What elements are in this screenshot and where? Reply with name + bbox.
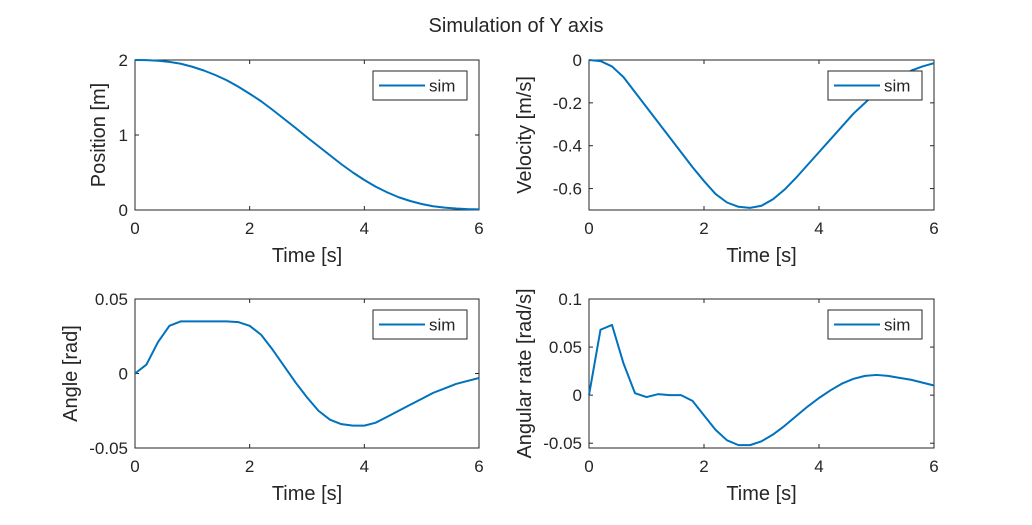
subplot-2: 0 2 4 6 0 -0.2 -0.4 -0.6 Time [s] Velocity [m/s] s… [514,51,939,267]
y-tick-label: 0.05 [549,338,582,357]
legend: sim [827,70,923,101]
x-tick-label: 2 [699,457,708,476]
y-tick-label: -0.05 [543,434,582,453]
y-tick-label: 0.05 [95,290,128,309]
x-tick-label: 4 [814,219,823,238]
y-axis-label: Velocity [m/s] [514,76,536,194]
x-tick-label: 4 [814,457,823,476]
figure-title: Simulation of Y axis [429,15,604,37]
y-tick-label: -0.05 [89,439,128,458]
legend-label: sim [884,316,910,335]
x-axis-label: Time [s] [272,245,342,267]
y-tick-label: 1 [119,126,128,145]
x-tick-label: 0 [584,457,593,476]
x-tick-label: 2 [699,219,708,238]
y-tick-label: -0.4 [553,137,582,156]
x-tick-label: 6 [929,219,938,238]
y-tick-label: 0 [573,386,582,405]
x-tick-label: 2 [245,219,254,238]
x-tick-label: 0 [584,219,593,238]
series-line-sim [588,323,935,447]
y-axis-label: Angular rate [rad/s] [514,288,536,458]
x-tick-label: 6 [474,219,483,238]
y-tick-label: 2 [119,51,128,70]
y-tick-label: 0 [573,51,582,70]
x-tick-label: 6 [929,457,938,476]
x-tick-label: 4 [360,219,369,238]
subplot-1: 0 2 4 6 0 1 2 Time [s] Position [m] sim [88,51,484,267]
legend-label: sim [429,316,455,335]
x-tick-label: 4 [360,457,369,476]
legend: sim [827,309,923,340]
legend-label: sim [429,77,455,96]
y-tick-label: 0.1 [558,290,582,309]
legend-label: sim [884,77,910,96]
legend: sim [372,309,468,340]
x-axis-label: Time [s] [726,245,796,267]
y-tick-label: -0.6 [553,180,582,199]
subplot-grid: 0 2 4 6 0 1 2 Time [s] Position [m] sim 0 2 4 6 0 -0.2 -… [60,51,939,505]
y-tick-label: -0.2 [553,94,582,113]
x-tick-label: 2 [245,457,254,476]
x-axis-label: Time [s] [726,483,796,505]
y-tick-label: 0 [119,365,128,384]
x-tick-label: 6 [474,457,483,476]
x-tick-label: 0 [130,219,139,238]
y-axis-label: Position [m] [88,83,110,187]
x-axis-label: Time [s] [272,483,342,505]
x-tick-label: 0 [130,457,139,476]
legend: sim [372,70,468,101]
y-axis-label: Angle [rad] [60,325,82,422]
series-line-sim [134,59,480,211]
y-tick-label: 0 [119,201,128,220]
series-line-sim [134,320,480,427]
